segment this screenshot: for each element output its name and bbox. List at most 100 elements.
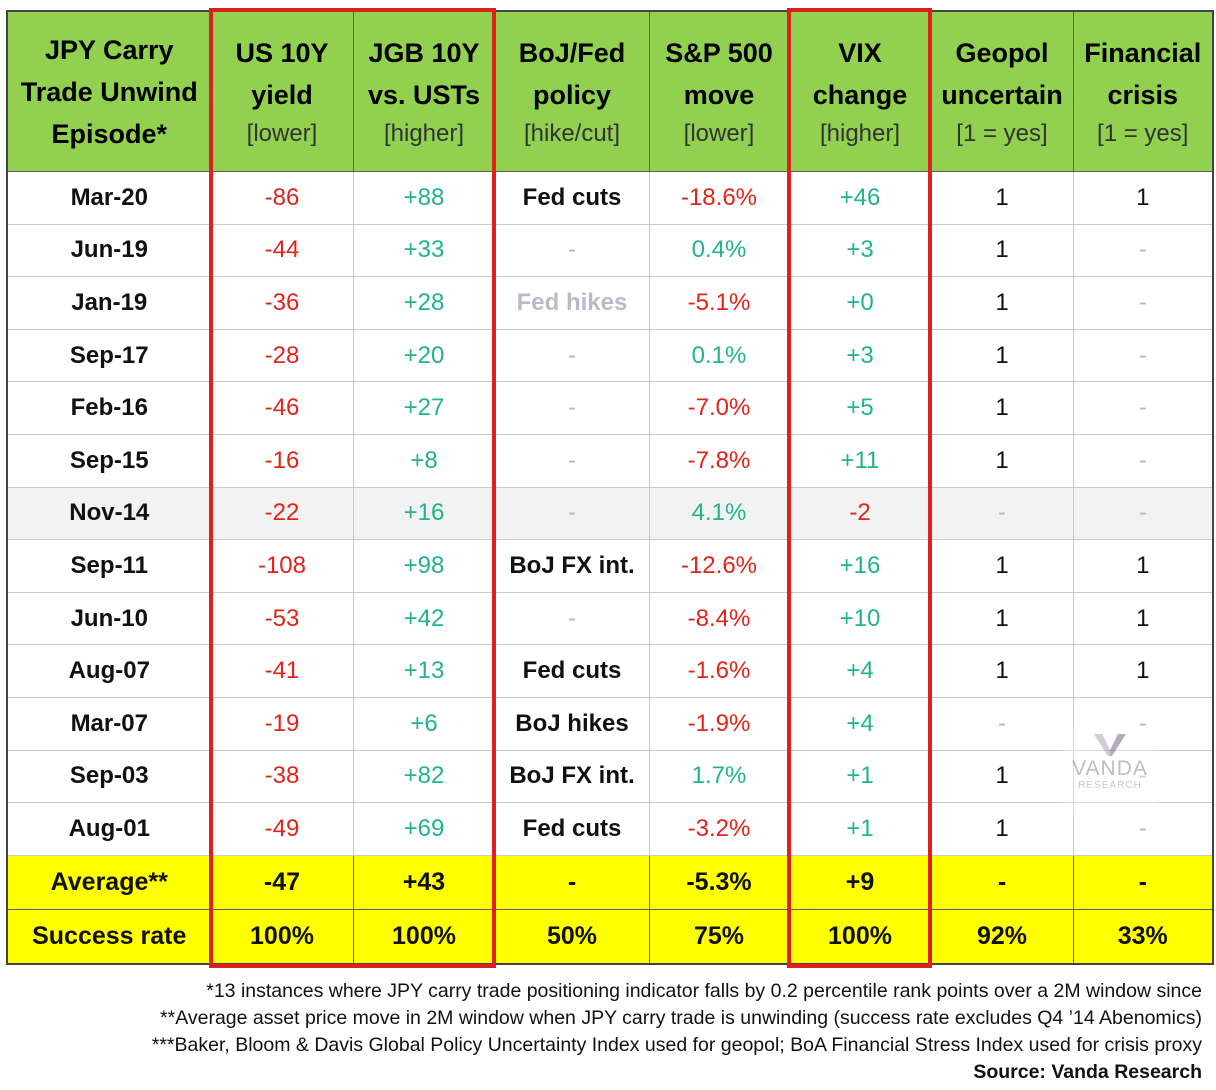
header-geopol: Geopol uncertain [1 = yes] (930, 10, 1074, 172)
vix-cell: -2 (788, 486, 932, 541)
spx-cell: 4.1% (648, 486, 790, 541)
jgb-cell: +43 (352, 854, 496, 910)
vix-cell: +3 (788, 223, 932, 278)
row-label: Success rate (6, 908, 212, 965)
header-row: JPY Carry Trade Unwind Episode* US 10Y yi… (6, 10, 1214, 172)
us10y-cell: -108 (210, 539, 354, 593)
jgb-cell: +20 (352, 328, 496, 383)
geopol-cell: 1 (930, 381, 1074, 435)
jgb-cell: +82 (352, 749, 496, 804)
vix-cell: +10 (788, 591, 932, 646)
row-label: Nov-14 (6, 486, 212, 541)
geopol-cell: - (930, 854, 1074, 910)
success-rate-row: Success rate 100% 100% 50% 75% 100% 92% 33% (6, 908, 1214, 965)
geopol-cell: 1 (930, 433, 1074, 488)
jgb-cell: +98 (352, 539, 496, 593)
crisis-cell: 1 (1072, 644, 1214, 698)
row-label: Feb-16 (6, 381, 212, 435)
us10y-cell: 100% (210, 908, 354, 965)
table-row: Mar-07 -19 +6 BoJ hikes -1.9% +4- - (6, 696, 1214, 751)
crisis-cell: - (1072, 381, 1214, 435)
jgb-cell: +28 (352, 276, 496, 330)
table-row: Sep-11 -108 +98 BoJ FX int. -12.6% +16 1 1 (6, 539, 1214, 593)
crisis-cell: 1 (1072, 171, 1214, 225)
vix-cell: +4 (788, 696, 932, 751)
geopol-cell: 1 (930, 539, 1074, 593)
header-us10y: US 10Y yield [lower] (210, 10, 354, 172)
footnotes: *13 instances where JPY carry trade posi… (152, 978, 1202, 1086)
table-row: Sep-15 -16 +8- -7.8% +11 1- (6, 433, 1214, 488)
us10y-cell: -49 (210, 802, 354, 856)
jgb-cell: +8 (352, 433, 496, 488)
spx-cell: -8.4% (648, 591, 790, 646)
jgb-cell: +69 (352, 802, 496, 856)
row-label: Mar-20 (6, 171, 212, 225)
vix-cell: +3 (788, 328, 932, 383)
average-row: Average** -47 +43- -5.3% +9- - (6, 854, 1214, 910)
table-row: Feb-16 -46 +27- -7.0% +5 1- (6, 381, 1214, 435)
jgb-cell: +33 (352, 223, 496, 278)
table-body: Mar-20 -86 +88 Fed cuts -18.6% +46 1 1 Jun-19 -44… (6, 171, 1214, 856)
policy-cell: Fed hikes (494, 276, 650, 330)
vix-cell: +46 (788, 171, 932, 225)
us10y-cell: -86 (210, 171, 354, 225)
policy-cell: - (494, 381, 650, 435)
crisis-cell: - (1072, 328, 1214, 383)
row-label: Aug-01 (6, 802, 212, 856)
table-row: Aug-07 -41 +13 Fed cuts -1.6% +4 1 1 (6, 644, 1214, 698)
us10y-cell: -46 (210, 381, 354, 435)
geopol-cell: 1 (930, 328, 1074, 383)
row-label: Jun-10 (6, 591, 212, 646)
us10y-cell: -53 (210, 591, 354, 646)
spx-cell: 75% (648, 908, 790, 965)
table-row: Nov-14 -22 +16-4.1% -2- - (6, 486, 1214, 541)
geopol-cell: 92% (930, 908, 1074, 965)
policy-cell: - (494, 328, 650, 383)
vix-cell: 100% (788, 908, 932, 965)
us10y-cell: -19 (210, 696, 354, 751)
vix-cell: +0 (788, 276, 932, 330)
vix-cell: +11 (788, 433, 932, 488)
footnote-2: **Average asset price move in 2M window … (160, 1007, 1202, 1029)
us10y-cell: -47 (210, 854, 354, 910)
policy-cell: Fed cuts (494, 644, 650, 698)
policy-cell: BoJ hikes (494, 696, 650, 751)
vix-cell: +1 (788, 802, 932, 856)
vix-cell: +1 (788, 749, 932, 804)
policy-cell: BoJ FX int. (494, 749, 650, 804)
us10y-cell: -38 (210, 749, 354, 804)
row-label: Average** (6, 854, 212, 910)
us10y-cell: -36 (210, 276, 354, 330)
carry-trade-table: JPY Carry Trade Unwind Episode* US 10Y yi… (6, 10, 1214, 965)
jgb-cell: +88 (352, 171, 496, 225)
header-policy: BoJ/Fed policy [hike/cut] (494, 10, 650, 172)
header-episode: JPY Carry Trade Unwind Episode* (6, 10, 212, 172)
jgb-cell: 100% (352, 908, 496, 965)
spx-cell: -7.0% (648, 381, 790, 435)
crisis-cell: - (1072, 854, 1214, 910)
header-vix: VIX change [higher] (788, 10, 932, 172)
row-label: Sep-11 (6, 539, 212, 593)
vix-cell: +16 (788, 539, 932, 593)
policy-cell: Fed cuts (494, 171, 650, 225)
spx-cell: -3.2% (648, 802, 790, 856)
header-crisis: Financial crisis [1 = yes] (1072, 10, 1214, 172)
spx-cell: -1.9% (648, 696, 790, 751)
spx-cell: 0.4% (648, 223, 790, 278)
row-label: Mar-07 (6, 696, 212, 751)
table-footer: Average** -47 +43- -5.3% +9- - Success rate 100… (6, 854, 1214, 965)
row-label: Jan-19 (6, 276, 212, 330)
geopol-cell: 1 (930, 276, 1074, 330)
spx-cell: -1.6% (648, 644, 790, 698)
row-label: Sep-15 (6, 433, 212, 488)
us10y-cell: -28 (210, 328, 354, 383)
geopol-cell: 1 (930, 802, 1074, 856)
spx-cell: -5.1% (648, 276, 790, 330)
spx-cell: 0.1% (648, 328, 790, 383)
spx-cell: -7.8% (648, 433, 790, 488)
header-jgb: JGB 10Y vs. USTs [higher] (352, 10, 496, 172)
crisis-cell: - (1072, 433, 1214, 488)
us10y-cell: -22 (210, 486, 354, 541)
spx-cell: 1.7% (648, 749, 790, 804)
footnote-1: *13 instances where JPY carry trade posi… (206, 980, 1202, 1002)
